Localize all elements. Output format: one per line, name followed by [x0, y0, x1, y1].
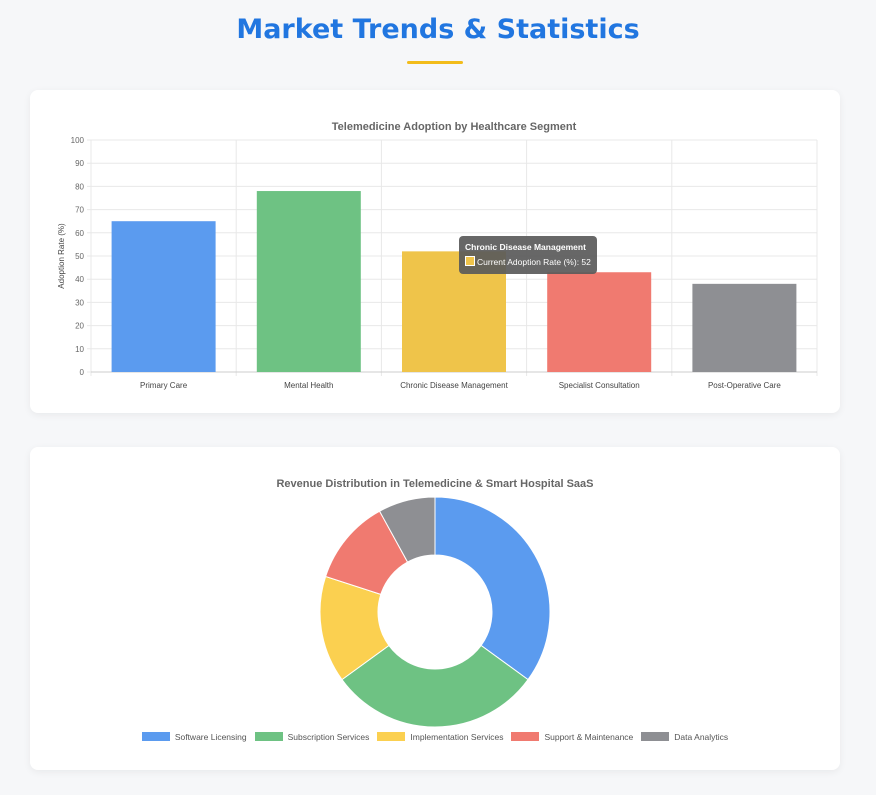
- y-tick-label: 40: [75, 275, 84, 284]
- x-tick-label: Mental Health: [284, 381, 333, 390]
- legend-item[interactable]: Subscription Services: [254, 732, 370, 742]
- bar-chart-card: Telemedicine Adoption by Healthcare Segm…: [30, 90, 840, 413]
- y-tick-label: 50: [75, 252, 84, 261]
- y-tick-label: 90: [75, 159, 84, 168]
- legend-label: Software Licensing: [174, 732, 247, 742]
- chart-legend: Software Licensing Subscription Services I…: [30, 732, 840, 742]
- legend-label: Support & Maintenance: [544, 732, 634, 742]
- slice-data-analytics: [378, 496, 436, 563]
- bar-mental-health: [256, 191, 361, 372]
- bar-specialist-consultation: [547, 272, 652, 372]
- slice-subscription-services: [341, 644, 529, 728]
- legend-swatch: [377, 732, 406, 741]
- legend-item[interactable]: Support & Maintenance: [511, 732, 633, 742]
- legend-label: Data Analytics: [674, 732, 729, 742]
- legend-swatch: [641, 732, 670, 741]
- y-tick-label: 20: [75, 322, 84, 331]
- legend-label: Subscription Services: [287, 732, 370, 742]
- y-axis-label: Adoption Rate (%): [57, 223, 66, 289]
- x-tick-label: Specialist Consultation: [559, 381, 640, 390]
- y-tick-label: 60: [75, 229, 84, 238]
- chart-tooltip: Chronic Disease Management Current Adopt…: [459, 236, 597, 274]
- bar-post-operative-care: [692, 283, 797, 372]
- chart-title: Telemedicine Adoption by Healthcare Segm…: [332, 121, 577, 133]
- legend-item[interactable]: Data Analytics: [641, 732, 728, 742]
- legend-swatch: [254, 732, 283, 741]
- y-tick-label: 100: [71, 136, 85, 145]
- donut-chart: Revenue Distribution in Telemedicine & S…: [276, 478, 594, 728]
- legend-swatch: [511, 732, 540, 741]
- slice-software-licensing: [434, 496, 551, 681]
- tooltip-label: Current Adoption Rate (%): 52: [477, 257, 591, 267]
- title-underline: [407, 61, 463, 64]
- legend-swatch: [141, 732, 170, 741]
- legend-label: Implementation Services: [410, 732, 504, 742]
- donut-chart-card: Revenue Distribution in Telemedicine & S…: [30, 447, 840, 770]
- x-tick-label: Primary Care: [140, 381, 188, 390]
- y-tick-label: 0: [80, 368, 85, 377]
- legend-item[interactable]: Software Licensing: [141, 732, 247, 742]
- tooltip-swatch: [465, 256, 475, 266]
- y-tick-label: 30: [75, 298, 84, 307]
- chart-title: Revenue Distribution in Telemedicine & S…: [276, 478, 593, 490]
- y-tick-label: 80: [75, 182, 84, 191]
- y-tick-label: 10: [75, 345, 84, 354]
- x-tick-label: Chronic Disease Management: [400, 381, 508, 390]
- tooltip-title: Chronic Disease Management: [465, 242, 586, 252]
- bar-primary-care: [111, 221, 216, 372]
- bar-chart: Telemedicine Adoption by Healthcare Segm…: [57, 121, 818, 390]
- legend-item[interactable]: Implementation Services: [377, 732, 503, 742]
- x-tick-label: Post-Operative Care: [708, 381, 781, 390]
- y-tick-label: 70: [75, 206, 84, 215]
- page-title: Market Trends & Statistics: [236, 14, 640, 45]
